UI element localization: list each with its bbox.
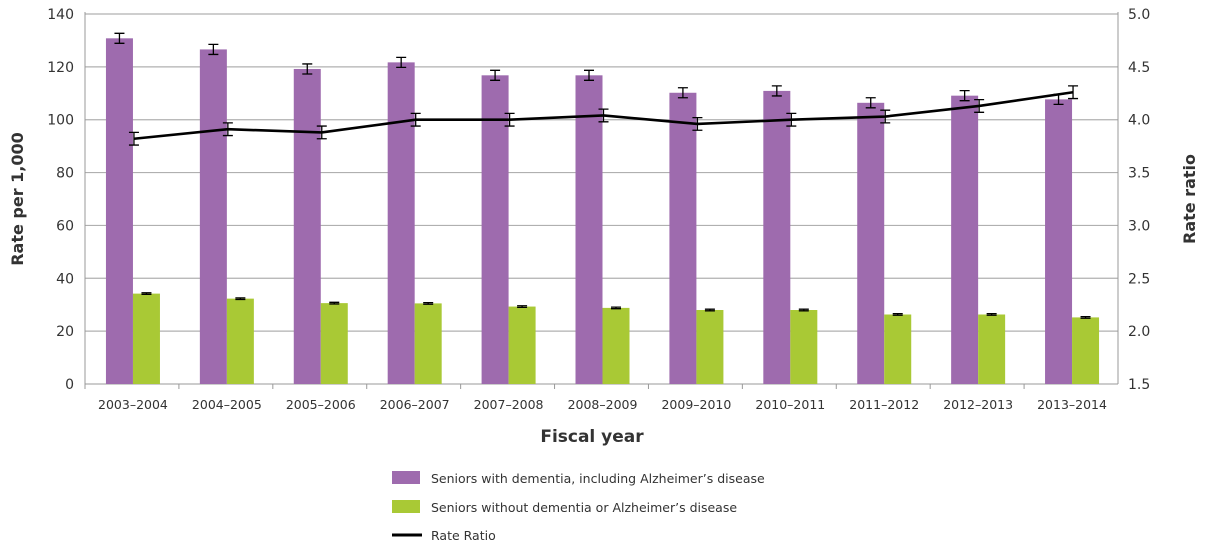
error-bar-no-dementia <box>423 301 434 305</box>
error-bar-dementia <box>865 97 876 109</box>
error-bar-rate-ratio <box>786 112 797 127</box>
error-bar-rate-ratio <box>316 125 327 140</box>
x-tick-label: 2004–2005 <box>192 397 262 412</box>
error-bar-dementia <box>959 89 970 102</box>
error-bar-rate-ratio <box>880 109 891 124</box>
bar-no-dementia <box>1072 317 1100 384</box>
bar-dementia <box>293 68 321 384</box>
bar-dementia <box>575 75 603 385</box>
bar-no-dementia <box>132 293 160 384</box>
bar-dementia <box>199 49 227 385</box>
bar-no-dementia <box>320 303 348 384</box>
x-tick-label: 2005–2006 <box>286 397 356 412</box>
error-bar-rate-ratio <box>974 98 985 113</box>
error-bar-no-dementia <box>235 297 246 301</box>
error-bar-rate-ratio <box>222 122 233 137</box>
error-bar-dementia <box>584 69 594 81</box>
bar-no-dementia <box>508 306 536 384</box>
y2-tick-label: 1.5 <box>1128 377 1150 393</box>
y-axis-label: Rate per 1,000 <box>8 132 27 266</box>
y-tick-label: 120 <box>47 60 74 76</box>
legend-label: Seniors without dementia or Alzheimer’s … <box>431 500 737 515</box>
error-bar-dementia <box>208 43 219 56</box>
error-bar-rate-ratio <box>1068 85 1079 100</box>
x-tick-label: 2007–2008 <box>474 397 544 412</box>
y2-tick-label: 4.5 <box>1128 60 1150 76</box>
y-tick-label: 100 <box>47 113 74 129</box>
error-bar-rate-ratio <box>692 116 703 131</box>
error-bar-no-dementia <box>704 308 715 312</box>
error-bar-dementia <box>396 56 407 69</box>
error-bar-dementia <box>677 87 688 99</box>
y2-axis-label: Rate ratio <box>1180 154 1199 244</box>
x-tick-label: 2012–2013 <box>943 397 1013 412</box>
legend-label: Rate Ratio <box>431 528 496 543</box>
x-tick-label: 2008–2009 <box>568 397 638 412</box>
bar-no-dementia <box>414 303 442 384</box>
bar-dementia <box>857 102 885 385</box>
error-bar-no-dementia <box>986 313 997 316</box>
bar-dementia <box>481 75 509 385</box>
y-tick-label: 80 <box>56 166 74 182</box>
error-bar-rate-ratio <box>410 112 421 127</box>
bar-no-dementia <box>884 314 912 384</box>
error-bar-rate-ratio <box>128 131 139 146</box>
bar-no-dementia <box>602 307 630 384</box>
error-bar-no-dementia <box>141 292 152 296</box>
x-tick-label: 2009–2010 <box>661 397 731 412</box>
error-bar-dementia <box>771 85 782 97</box>
y2-tick-label: 2.5 <box>1128 271 1150 287</box>
y2-tick-label: 5.0 <box>1128 7 1150 23</box>
error-bar-rate-ratio <box>504 112 515 127</box>
error-bar-no-dementia <box>329 301 340 305</box>
error-bar-dementia <box>490 69 501 81</box>
bar-dementia <box>951 95 979 385</box>
y2-tick-label: 4.0 <box>1128 113 1150 129</box>
legend-swatch <box>392 500 420 513</box>
bar-no-dementia <box>790 310 818 384</box>
x-tick-label: 2011–2012 <box>849 397 919 412</box>
bar-dementia <box>387 62 415 384</box>
y2-tick-label: 3.0 <box>1128 218 1150 234</box>
y-tick-label: 140 <box>47 7 74 23</box>
x-tick-label: 2010–2011 <box>755 397 825 412</box>
error-bar-dementia <box>114 32 125 44</box>
y-tick-label: 40 <box>56 271 74 287</box>
x-tick-label: 2013–2014 <box>1037 397 1107 412</box>
error-bar-rate-ratio <box>598 108 609 123</box>
bar-dementia <box>763 90 791 385</box>
error-bar-no-dementia <box>798 308 809 312</box>
x-tick-label: 2006–2007 <box>380 397 450 412</box>
bar-dementia <box>105 38 133 385</box>
error-bar-no-dementia <box>1080 315 1091 319</box>
y2-tick-label: 2.0 <box>1128 324 1150 340</box>
bar-dementia <box>669 92 697 384</box>
error-bar-no-dementia <box>892 313 903 316</box>
error-bar-no-dementia <box>517 305 528 309</box>
x-tick-label: 2003–2004 <box>98 397 168 412</box>
legend-label: Seniors with dementia, including Alzheim… <box>431 471 765 486</box>
error-bar-dementia <box>302 63 313 75</box>
y-tick-label: 60 <box>56 218 74 234</box>
y2-tick-label: 3.5 <box>1128 166 1150 182</box>
bar-no-dementia <box>226 298 254 384</box>
bar-no-dementia <box>978 314 1006 384</box>
x-axis-label: Fiscal year <box>540 427 644 447</box>
bar-dementia <box>1045 99 1073 384</box>
legend-swatch <box>392 471 420 484</box>
y-tick-label: 20 <box>56 324 74 340</box>
error-bar-no-dementia <box>611 306 621 310</box>
bar-no-dementia <box>696 310 724 384</box>
y-tick-label: 0 <box>65 377 74 393</box>
